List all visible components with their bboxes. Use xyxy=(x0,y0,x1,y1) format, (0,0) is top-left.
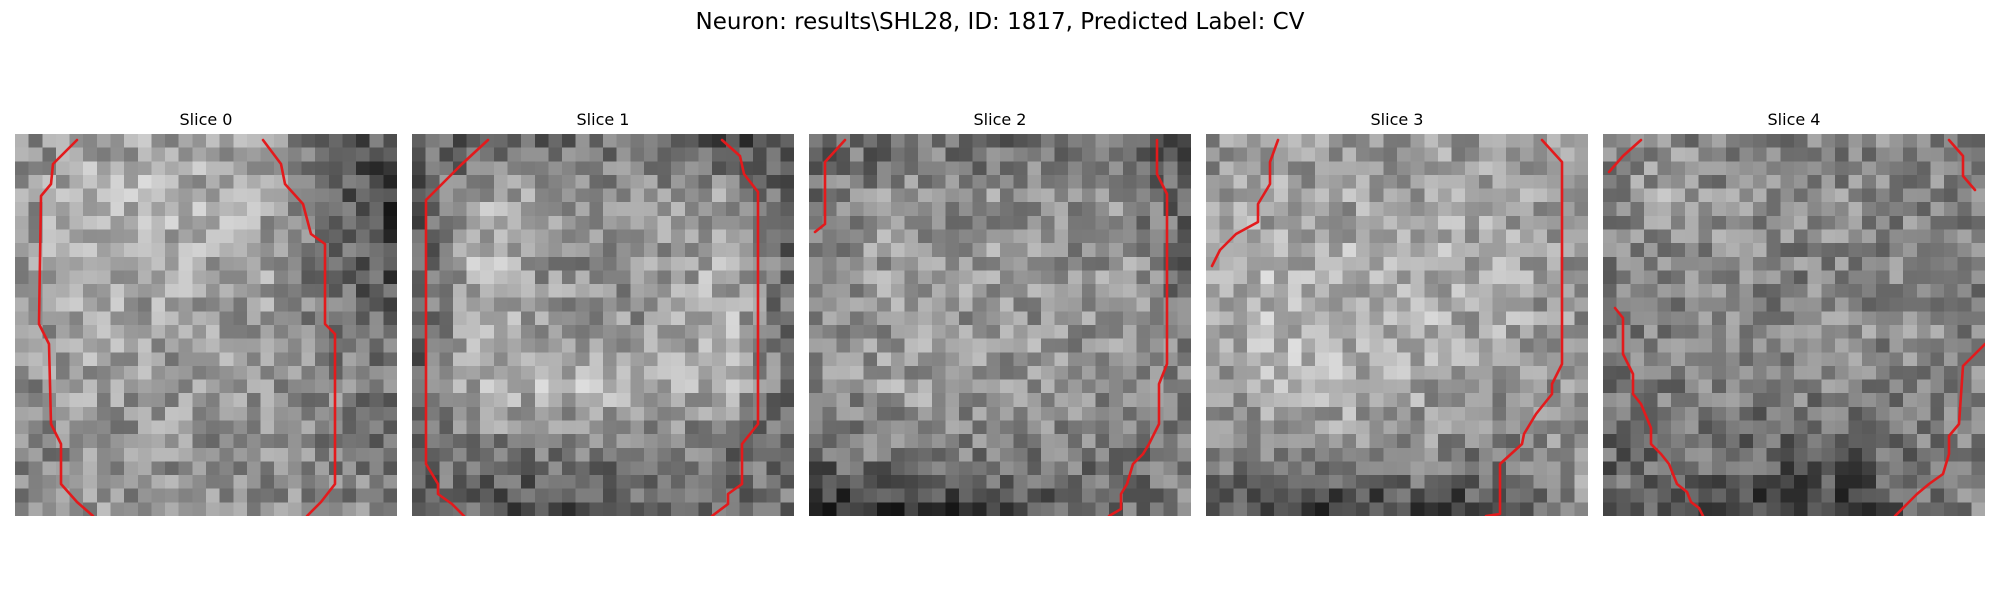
slice-panel-2: Slice 2 xyxy=(809,110,1191,526)
pixel-grid xyxy=(15,134,397,516)
contour-line xyxy=(424,138,490,516)
contour-line xyxy=(1484,138,1564,516)
slice-image-4 xyxy=(1603,134,1985,516)
contour-line xyxy=(1607,138,1643,174)
slice-title-0: Slice 0 xyxy=(179,110,233,129)
contour-line xyxy=(1613,306,1705,516)
slice-title-3: Slice 3 xyxy=(1370,110,1424,129)
contour-line xyxy=(1107,138,1169,516)
slice-panel-0: Slice 0 xyxy=(15,110,397,526)
contour-line xyxy=(1210,138,1280,268)
slice-panel-4: Slice 4 xyxy=(1603,110,1985,526)
contour-line xyxy=(1893,342,1985,516)
slice-image-3 xyxy=(1206,134,1588,516)
slice-title-1: Slice 1 xyxy=(576,110,630,129)
slice-svg-2 xyxy=(809,134,1191,516)
slice-svg-1 xyxy=(412,134,794,516)
contour-line xyxy=(710,138,760,516)
pixel-grid xyxy=(1603,134,1985,516)
slice-image-2 xyxy=(809,134,1191,516)
slice-panel-3: Slice 3 xyxy=(1206,110,1588,526)
slice-title-2: Slice 2 xyxy=(973,110,1027,129)
slice-title-4: Slice 4 xyxy=(1767,110,1821,129)
contour-line xyxy=(1947,138,1977,192)
pixel-grid xyxy=(1206,134,1588,516)
pixel-grid xyxy=(412,134,794,516)
slice-panel-1: Slice 1 xyxy=(412,110,794,526)
slice-image-1 xyxy=(412,134,794,516)
figure-title: Neuron: results\SHL28, ID: 1817, Predict… xyxy=(695,9,1305,35)
contour-line xyxy=(813,138,847,234)
slice-image-0 xyxy=(15,134,397,516)
slice-svg-3 xyxy=(1206,134,1588,516)
pixel-grid xyxy=(809,134,1191,516)
slice-svg-0 xyxy=(15,134,397,516)
contour-line xyxy=(261,138,337,516)
contour-line xyxy=(37,138,95,516)
slice-svg-4 xyxy=(1603,134,1985,516)
